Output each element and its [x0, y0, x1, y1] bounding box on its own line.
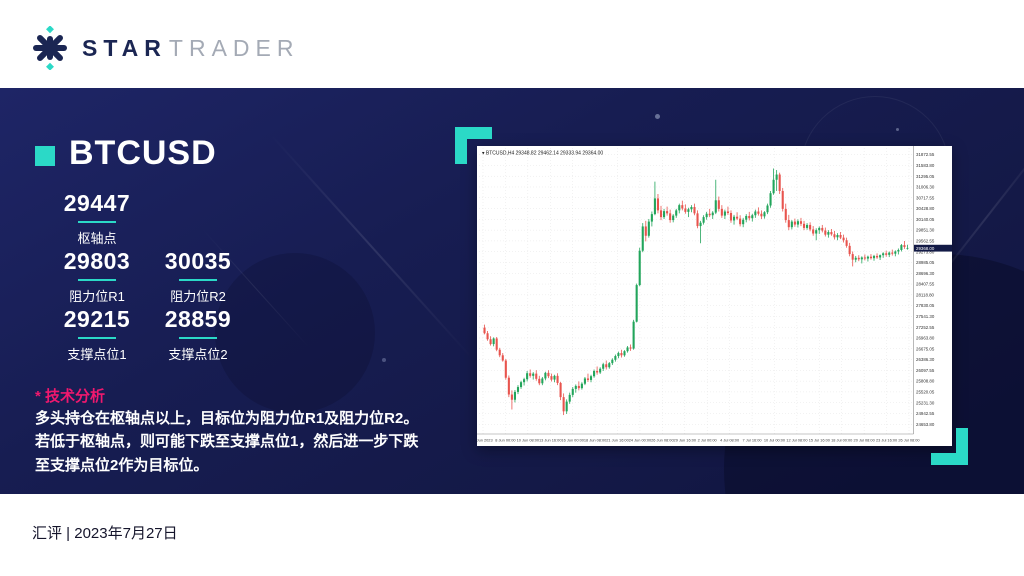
svg-text:5 Jun 2023: 5 Jun 2023: [477, 438, 493, 443]
svg-text:2 Jul 00:00: 2 Jul 00:00: [698, 438, 718, 443]
svg-text:29851.30: 29851.30: [916, 228, 935, 233]
resistance1-stat: 29803 阻力位R1: [40, 248, 154, 305]
resistance2-value: 30035: [164, 248, 232, 274]
pivot-stat: 29447 枢轴点: [40, 190, 154, 247]
svg-text:25520.05: 25520.05: [916, 390, 935, 395]
svg-text:27541.30: 27541.30: [916, 314, 935, 319]
svg-text:24 Jun 00:00: 24 Jun 00:00: [629, 438, 652, 443]
svg-text:24942.55: 24942.55: [916, 411, 935, 416]
svg-text:7 Jul 16:00: 7 Jul 16:00: [743, 438, 763, 443]
svg-text:26 Jul 08:00: 26 Jul 08:00: [898, 438, 920, 443]
svg-text:20 Jul 08:00: 20 Jul 08:00: [854, 438, 876, 443]
star-icon: [33, 26, 67, 70]
svg-text:27830.05: 27830.05: [916, 303, 935, 308]
svg-text:31583.80: 31583.80: [916, 163, 935, 168]
svg-text:25231.30: 25231.30: [916, 400, 935, 405]
footer-bar: 汇评 | 2023年7月27日: [0, 494, 1024, 576]
symbol-title: BTCUSD: [35, 134, 217, 173]
brand-wordmark: STARTRADER: [82, 35, 299, 62]
svg-text:28985.05: 28985.05: [916, 260, 935, 265]
svg-text:26963.80: 26963.80: [916, 336, 935, 341]
svg-text:25808.80: 25808.80: [916, 379, 935, 384]
svg-text:8 Jun 00:00: 8 Jun 00:00: [495, 438, 516, 443]
support2-stat: 28859 支撑点位2: [141, 306, 255, 363]
support2-label: 支撑点位2: [168, 347, 228, 362]
svg-text:29562.55: 29562.55: [916, 239, 935, 244]
svg-text:▾ BTCUSD,H4 29348.82 29462.14: ▾ BTCUSD,H4 29348.82 29462.14 29333.94 2…: [482, 151, 603, 157]
corner-bracket-top-left: [455, 127, 492, 164]
svg-text:31006.30: 31006.30: [916, 185, 935, 190]
svg-text:30428.80: 30428.80: [916, 206, 935, 211]
pivot-underline: [78, 221, 116, 223]
decor-streak: [269, 133, 473, 359]
resistance1-underline: [78, 279, 116, 281]
svg-text:15 Jul 16:00: 15 Jul 16:00: [809, 438, 831, 443]
resistance1-value: 29803: [63, 248, 131, 274]
corner-bracket-bottom-right: [931, 428, 968, 465]
support1-label: 支撑点位1: [67, 347, 127, 362]
svg-text:29368.00: 29368.00: [916, 246, 935, 251]
pivot-label: 枢轴点: [77, 231, 117, 246]
svg-text:18 Jul 00:00: 18 Jul 00:00: [831, 438, 853, 443]
svg-text:26386.30: 26386.30: [916, 357, 935, 362]
support2-underline: [179, 337, 217, 339]
footer-text: 汇评 | 2023年7月27日: [32, 525, 178, 542]
svg-text:30717.55: 30717.55: [916, 195, 935, 200]
content-panel: BTCUSD 29447 枢轴点 29803 阻力位R1 30035 阻力位R2…: [0, 88, 1024, 494]
pivot-value: 29447: [63, 190, 131, 216]
svg-text:30140.05: 30140.05: [916, 217, 935, 222]
svg-text:31295.05: 31295.05: [916, 174, 935, 179]
svg-text:29 Jun 16:00: 29 Jun 16:00: [674, 438, 697, 443]
resistance2-stat: 30035 阻力位R2: [141, 248, 255, 305]
svg-text:28696.30: 28696.30: [916, 271, 935, 276]
svg-text:16 Jun 00:00: 16 Jun 00:00: [561, 438, 584, 443]
svg-text:28118.80: 28118.80: [916, 292, 935, 297]
svg-text:23 Jul 16:00: 23 Jul 16:00: [876, 438, 898, 443]
svg-text:4 Jul 08:00: 4 Jul 08:00: [720, 438, 740, 443]
svg-text:26675.05: 26675.05: [916, 346, 935, 351]
svg-text:13 Jun 16:00: 13 Jun 16:00: [539, 438, 562, 443]
svg-text:28407.55: 28407.55: [916, 282, 935, 287]
svg-text:26097.55: 26097.55: [916, 368, 935, 373]
svg-text:24653.80: 24653.80: [916, 422, 935, 427]
brand-name-trader: TRADER: [168, 34, 300, 61]
support1-underline: [78, 337, 116, 339]
svg-text:18 Jun 08:00: 18 Jun 08:00: [584, 438, 607, 443]
svg-text:31872.55: 31872.55: [916, 152, 935, 157]
svg-text:29273.80: 29273.80: [916, 249, 935, 254]
svg-text:26 Jun 08:00: 26 Jun 08:00: [651, 438, 674, 443]
symbol-text: BTCUSD: [69, 134, 217, 172]
support2-value: 28859: [164, 306, 232, 332]
header-bar: STARTRADER: [0, 0, 1024, 88]
svg-text:27252.55: 27252.55: [916, 325, 935, 330]
analysis-title: * 技术分析: [35, 388, 106, 405]
support1-stat: 29215 支撑点位1: [40, 306, 154, 363]
title-bullet-square: [35, 145, 55, 166]
analysis-body: 多头持仓在枢轴点以上，目标位为阻力位R1及阻力位R2。若低于枢轴点，则可能下跌至…: [35, 410, 419, 474]
decor-dot: [896, 128, 899, 131]
brand-name-star: STAR: [82, 34, 167, 61]
resistance1-label: 阻力位R1: [69, 289, 125, 304]
svg-text:21 Jun 16:00: 21 Jun 16:00: [606, 438, 629, 443]
svg-text:10 Jun 08:00: 10 Jun 08:00: [517, 438, 540, 443]
resistance2-label: 阻力位R2: [170, 289, 226, 304]
decor-dot: [382, 358, 386, 362]
startrader-logo: STARTRADER: [30, 26, 299, 70]
svg-text:12 Jul 08:00: 12 Jul 08:00: [786, 438, 808, 443]
support1-value: 29215: [63, 306, 131, 332]
svg-text:10 Jul 00:00: 10 Jul 00:00: [764, 438, 786, 443]
resistance2-underline: [179, 279, 217, 281]
decor-dot: [655, 114, 660, 119]
